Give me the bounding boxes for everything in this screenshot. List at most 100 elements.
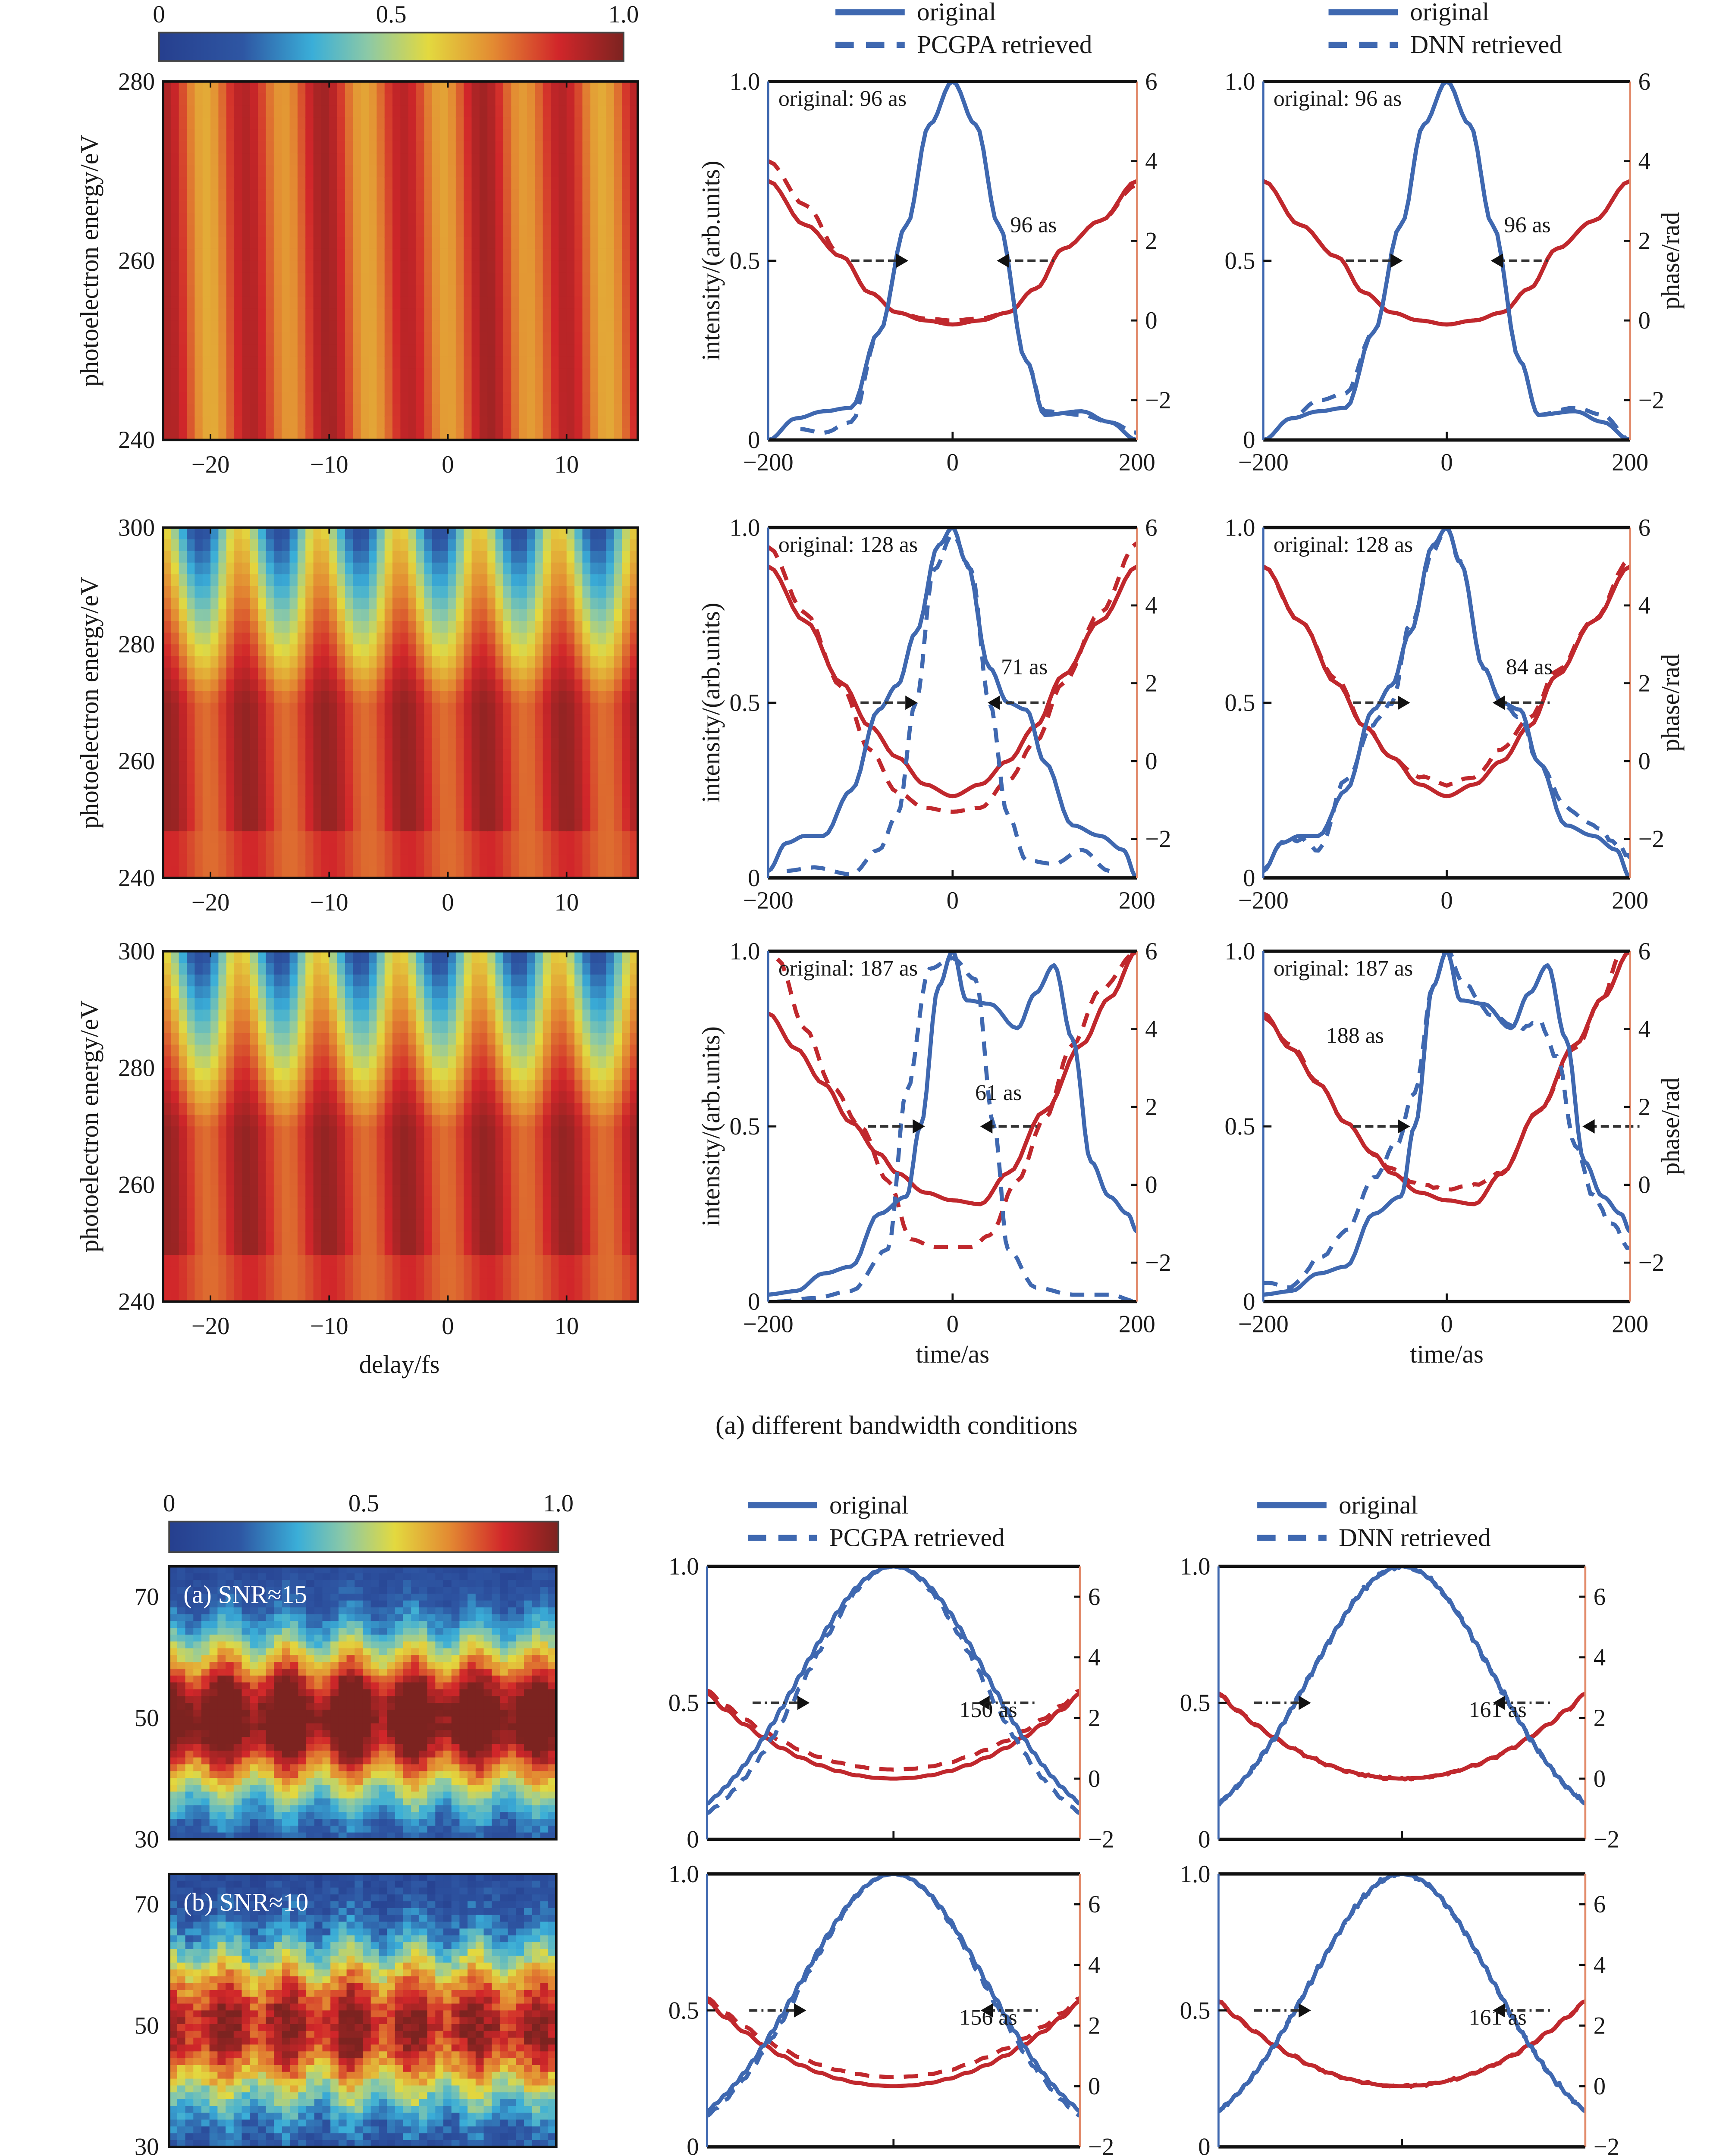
heatmap-cell [400,866,409,879]
heatmap-cell [163,129,172,142]
heatmap-cell [297,749,307,762]
heatmap-cell [559,773,568,786]
heatmap-cell [179,1290,188,1303]
heatmap-cell [543,656,552,669]
heatmap-cell [416,105,425,118]
heatmap-cell [171,796,180,809]
heatmap-cell [377,392,386,405]
heatmap-cell [432,105,441,118]
heatmap-cell [448,562,457,575]
xtick-label: 0 [1440,887,1453,914]
heatmap-cell [543,702,552,715]
heatmap-cell [234,141,243,154]
heatmap-cell [551,260,560,274]
heatmap-cell [400,296,409,310]
heatmap-cell [432,1185,441,1197]
heatmap-cell [297,609,307,622]
heatmap-cell [297,260,307,274]
heatmap-cell [369,237,378,250]
heatmap-cell [297,1185,307,1197]
heatmap-cell [408,597,417,610]
heatmap-cell [187,141,196,154]
heatmap-cell [479,609,489,622]
heatmap-cell [566,784,575,797]
heatmap-cell [234,609,243,622]
heatmap-cell [400,998,409,1011]
heatmap-cell [258,356,267,369]
heatmap-cell [250,1219,259,1232]
heatmap-cell [448,691,457,704]
heatmap-cell [400,854,409,867]
heatmap-cell [582,749,591,762]
heatmap-cell [377,308,386,322]
heatmap-cell [179,831,188,844]
heatmap-cell [313,667,322,680]
heatmap-cell [289,1021,298,1034]
heatmap-cell [234,843,243,856]
heatmap-cell [242,177,251,190]
heatmap-cell [471,404,480,417]
heatmap-cell [226,248,235,262]
heatmap-cell [448,527,457,540]
heatmap-cell [218,796,227,809]
heatmap-cell [242,392,251,405]
heatmap-cell [361,951,370,964]
heatmap-cell [614,831,623,844]
heatmap-cell [345,808,354,821]
heatmap-cell [535,866,544,879]
heatmap-xtick-label: 0 [442,889,454,916]
heatmap-cell [448,356,457,369]
heatmap-cell [511,105,520,118]
heatmap-cell [273,1243,283,1256]
heatmap-cell [487,749,496,762]
heatmap-cell [582,320,591,333]
heatmap-cell [250,633,259,646]
heatmap-cell [282,1068,291,1081]
heatmap-cell [519,831,528,844]
heatmap-cell [566,404,575,417]
heatmap-cell [559,416,568,429]
heatmap-cell [250,1068,259,1081]
heatmap-cell [400,644,409,657]
heatmap-cell [535,796,544,809]
heatmap-cell [258,527,267,540]
heatmap-cell [471,527,480,540]
heatmap-cell [163,201,172,214]
heatmap-cell [234,866,243,879]
heatmap-cell [574,784,584,797]
heatmap-cell [543,141,552,154]
heatmap-cell [543,416,552,429]
heatmap-xtick-label: −20 [191,451,230,478]
heatmap-cell [250,773,259,786]
heatmap-cell [384,737,393,750]
phase-original-line [768,564,1137,799]
heatmap-cell [202,749,211,762]
heatmap-cell [424,248,433,262]
heatmap-cell [187,1231,196,1244]
heatmap-cell [305,796,314,809]
heatmap-xtick-label: 10 [554,889,579,916]
heatmap-cell [242,621,251,634]
heatmap-cell [297,1033,307,1046]
heatmap-cell [400,843,409,856]
heatmap-cell [289,1033,298,1046]
heatmap-cell [305,1091,314,1104]
heatmap-cell [582,285,591,298]
heatmap-cell [440,1196,449,1209]
heatmap-cell [400,165,409,178]
heatmap-cell [598,129,607,142]
heatmap-cell [471,1009,480,1022]
heatmap-cell [226,177,235,190]
heatmap-cell [495,392,504,405]
heatmap-cell [519,213,528,226]
heatmap-cell [361,527,370,540]
heatmap-cell [226,1056,235,1069]
heatmap-cell [464,796,473,809]
heatmap-cell [566,656,575,669]
heatmap-cell [369,1044,378,1057]
heatmap-cell [218,609,227,622]
heatmap-cell [598,808,607,821]
heatmap-cell [234,574,243,587]
heatmap-cell [408,141,417,154]
heatmap-cell [266,866,275,879]
